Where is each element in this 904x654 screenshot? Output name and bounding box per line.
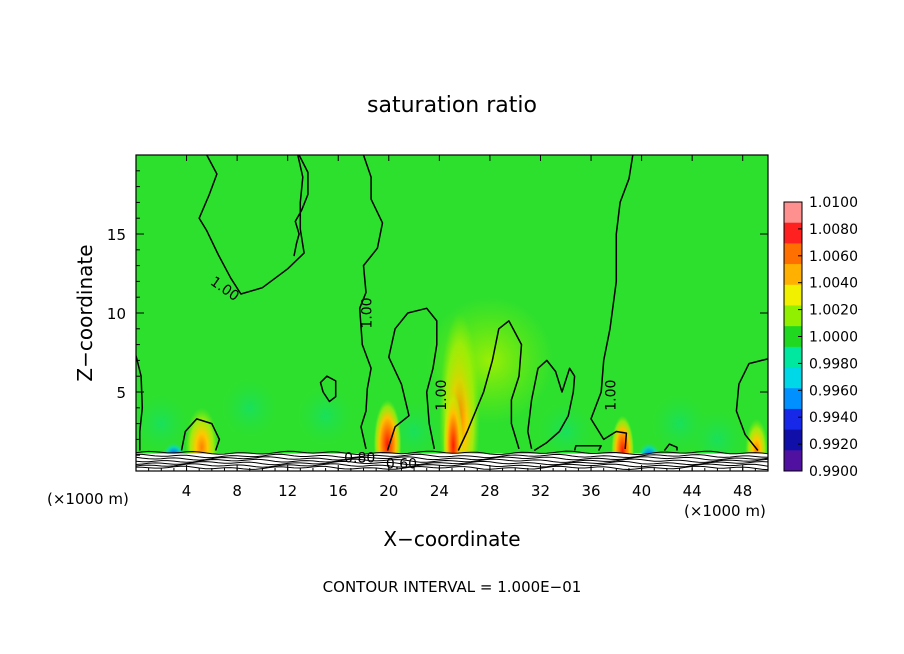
x-tick-label-2: 12 — [278, 482, 297, 500]
colorbar-swatch-1 — [784, 222, 802, 244]
colorbar-label-0: 1.0100 — [809, 195, 858, 211]
x-unit-right: (×1000 m) — [684, 502, 766, 520]
colorbar-label-3: 1.0040 — [809, 276, 858, 292]
hotspot-5 — [611, 415, 635, 471]
colorbar-swatch-3 — [784, 264, 802, 286]
contour-line-8 — [136, 355, 144, 451]
y-axis-label: Z−coordinate — [73, 244, 97, 381]
colorbar-label-9: 0.9920 — [809, 437, 858, 453]
y-axis: 5 10 15 — [107, 170, 768, 456]
surface-contour-3 — [136, 458, 768, 463]
contour-line-7 — [735, 358, 768, 451]
heatmap-layer — [136, 297, 768, 471]
colorbar-label-2: 1.0060 — [809, 249, 858, 265]
haze-0 — [136, 393, 190, 454]
contour-line-9 — [180, 418, 221, 451]
contour-line-4 — [457, 320, 523, 451]
surface-contour-0 — [136, 450, 768, 456]
x-tick-label-4: 20 — [379, 482, 398, 500]
colorbar-swatch-5 — [784, 305, 802, 327]
x-tick-label-11: 48 — [733, 482, 752, 500]
contour-label-5: 0.60 — [386, 457, 417, 473]
surface-contour-4 — [136, 460, 768, 466]
surface-contour-band — [136, 450, 768, 471]
hotspot-7 — [745, 418, 768, 471]
surface-contour-2 — [136, 456, 768, 461]
chart-title: saturation ratio — [367, 93, 537, 118]
colorbar: 1.0100 1.0080 1.0060 1.0040 1.0020 1.0000 0.99… — [783, 195, 858, 480]
colorbar-swatch-0 — [784, 202, 802, 224]
contour-lines — [136, 155, 768, 452]
hotspot-1 — [185, 407, 219, 471]
plot-area: 1.001.001.00 1.000.80 0.60 — [135, 154, 769, 473]
surface-band-fill — [136, 453, 768, 471]
contour-label-3: 1.00 — [603, 380, 619, 411]
y-tick-label-2: 15 — [107, 226, 126, 244]
haze-1 — [221, 377, 278, 438]
x-tick-label-3: 16 — [329, 482, 348, 500]
colorbar-swatch-6 — [784, 326, 802, 348]
contour-line-12 — [663, 443, 678, 451]
contour-line-1 — [293, 155, 309, 257]
contour-line-2 — [358, 155, 384, 450]
surface-contour-5 — [136, 463, 768, 468]
contour-label-2: 1.00 — [434, 380, 450, 411]
haze-2 — [297, 385, 354, 446]
surface-contour-6 — [136, 465, 768, 471]
contour-line-10 — [319, 375, 337, 403]
colorbar-swatch-2 — [784, 243, 802, 265]
colorbar-swatch-7 — [784, 346, 802, 369]
x-tick-label-10: 44 — [683, 482, 702, 500]
x-axis: 4 8 12 16 20 24 28 32 36 40 44 48 — [148, 155, 756, 500]
colorbar-swatch-11 — [784, 429, 802, 451]
colorbar-swatch-10 — [784, 408, 802, 431]
colorbar-swatch-9 — [784, 388, 802, 410]
contour-line-6 — [590, 155, 634, 449]
y-tick-label-1: 10 — [107, 305, 126, 323]
x-unit-left: (×1000 m) — [47, 490, 129, 508]
x-tick-label-7: 32 — [531, 482, 550, 500]
x-tick-label-5: 24 — [430, 482, 449, 500]
colorbar-label-4: 1.0020 — [809, 303, 858, 319]
hotspot-2 — [373, 399, 402, 471]
x-tick-label-8: 36 — [581, 482, 600, 500]
contour-line-5 — [527, 359, 576, 452]
colorbar-label-5: 1.0000 — [809, 330, 858, 346]
contour-label-4: 0.80 — [344, 450, 375, 466]
colorbar-label-7: 0.9960 — [809, 383, 858, 399]
x-tick-label-9: 40 — [632, 482, 651, 500]
colorbar-label-8: 0.9940 — [809, 410, 858, 426]
contour-interval-note: CONTOUR INTERVAL = 1.000E−01 — [323, 578, 582, 596]
x-tick-label-0: 4 — [182, 482, 192, 500]
colorbar-swatch-8 — [784, 367, 802, 389]
hotspot-8 — [426, 297, 554, 424]
colorbar-swatch-12 — [784, 450, 802, 472]
colorbar-label-10: 0.9900 — [809, 464, 858, 480]
x-axis-label: X−coordinate — [383, 527, 520, 551]
contour-line-3 — [386, 307, 438, 451]
x-tick-label-6: 28 — [480, 482, 499, 500]
colorbar-label-1: 1.0080 — [809, 222, 858, 238]
colorbar-label-6: 0.9980 — [809, 356, 858, 372]
colorbar-swatch-4 — [784, 284, 802, 306]
x-tick-label-1: 8 — [232, 482, 242, 500]
contour-line-11 — [573, 444, 602, 451]
y-tick-label-0: 5 — [116, 384, 126, 402]
surface-contour-1 — [136, 453, 768, 459]
haze-4 — [537, 401, 594, 462]
contour-label-1: 1.00 — [359, 297, 375, 328]
